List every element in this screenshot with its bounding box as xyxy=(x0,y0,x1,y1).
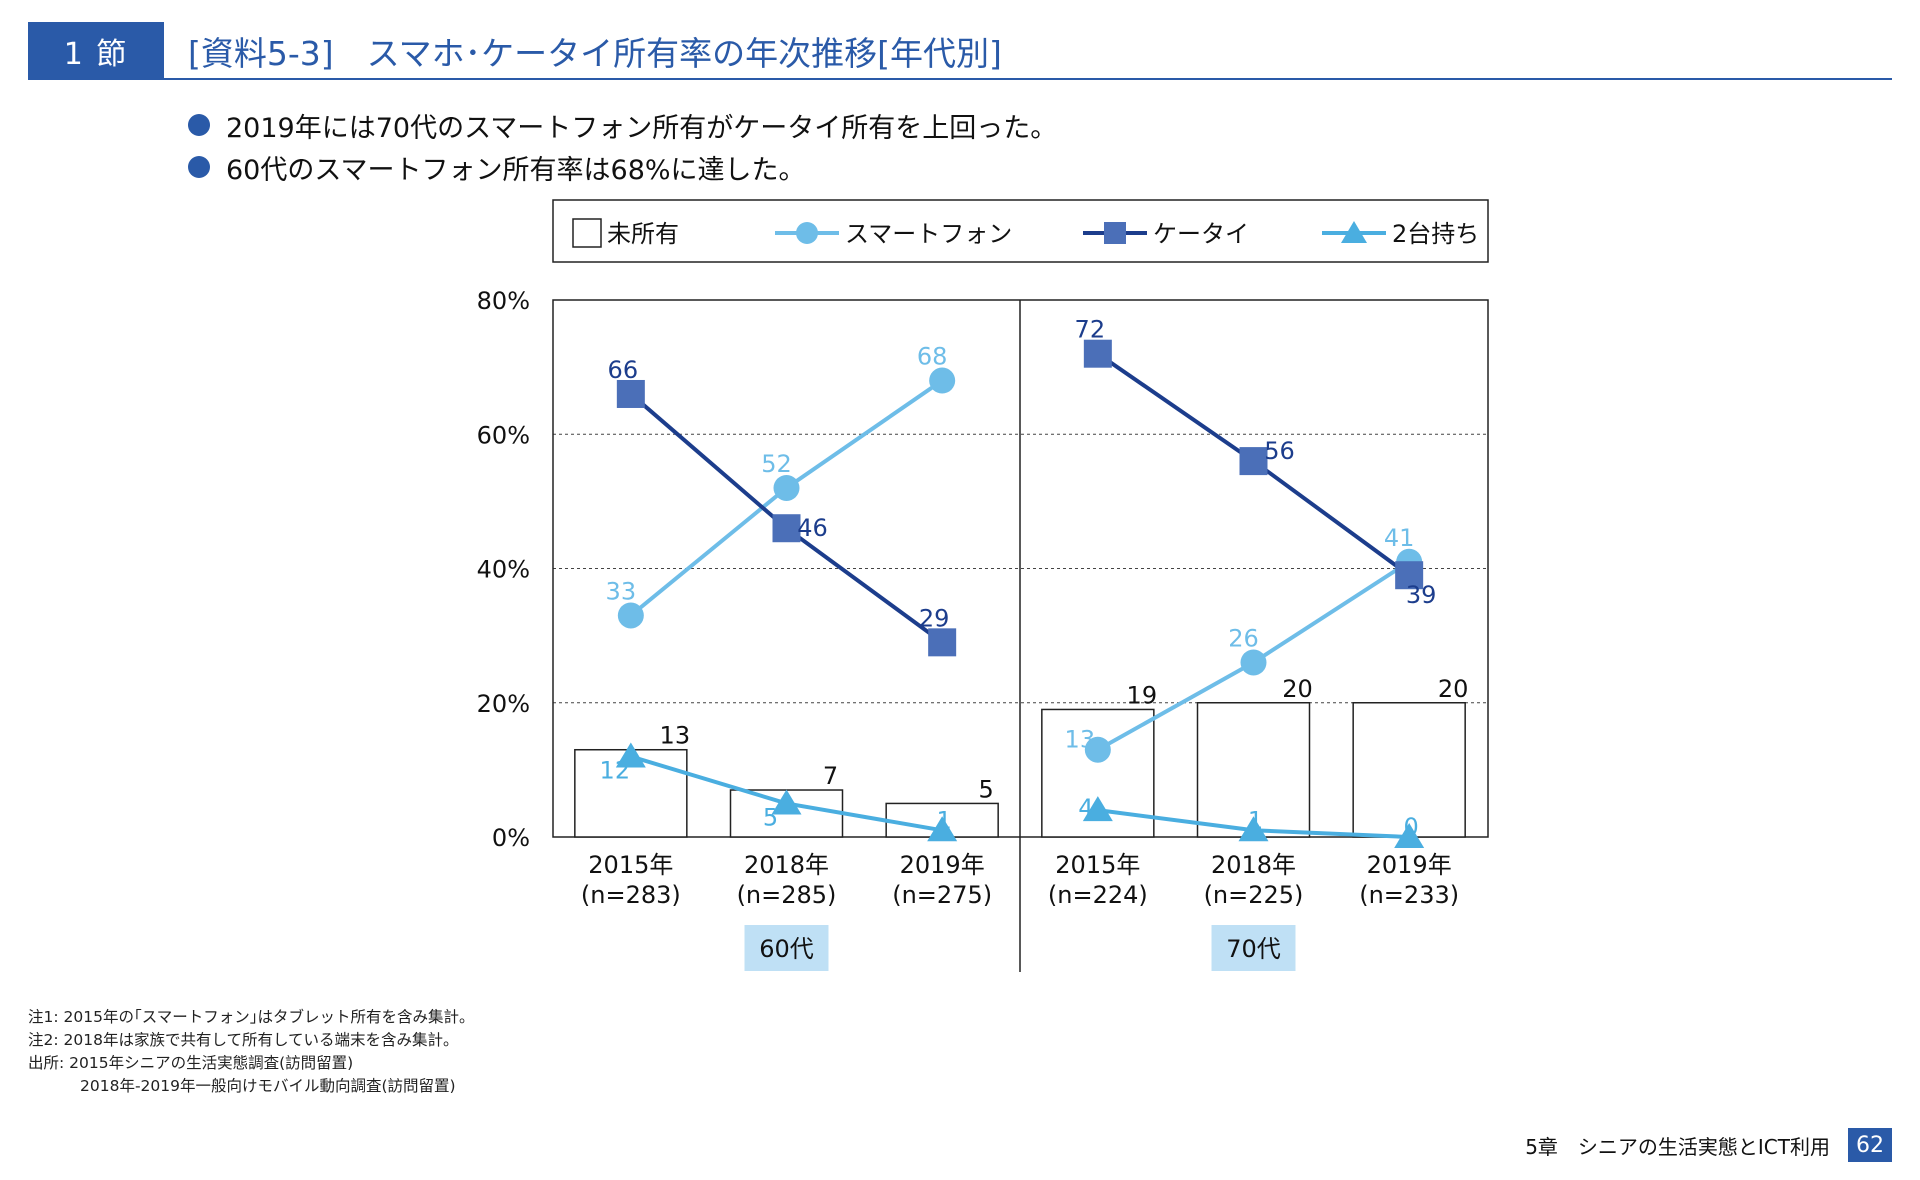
point-value-label: 12 xyxy=(600,756,631,784)
point-value-label: 1 xyxy=(1248,806,1263,834)
bar-value-label: 19 xyxy=(1127,681,1158,709)
legend-swatch-no-device xyxy=(572,218,602,248)
two-devices-point xyxy=(1082,796,1113,822)
bullet-item: 2019年には70代のスマートフォン所有がケータイ所有を上回った。 xyxy=(188,104,1057,146)
smartphone-point xyxy=(617,602,644,629)
note-2: 注2: 2018年は家族で共有して所有している端末を含み集計。 xyxy=(28,1031,459,1049)
x-tick-label-sample: (n=225) xyxy=(1204,881,1304,909)
y-tick-label: 40% xyxy=(477,556,530,584)
keitai-point xyxy=(1395,561,1424,590)
two-devices-point xyxy=(927,816,958,842)
point-value-label: 4 xyxy=(1078,794,1093,822)
smartphone-point xyxy=(773,474,800,501)
point-value-label: 33 xyxy=(606,577,637,605)
point-value-label: 0 xyxy=(1404,813,1419,841)
legend-label: ケータイ xyxy=(1153,220,1249,248)
point-value-label: 5 xyxy=(763,803,778,831)
two-devices-point xyxy=(1238,816,1269,842)
summary-bullets: 2019年には70代のスマートフォン所有がケータイ所有を上回った。 60代のスマ… xyxy=(188,104,1057,188)
bar-value-label: 7 xyxy=(823,762,838,790)
keitai-point xyxy=(928,628,957,657)
x-tick-label-sample: (n=283) xyxy=(581,881,681,909)
source-note: 出所: 2015年シニアの生活実態調査(訪問留置) xyxy=(28,1054,354,1072)
bullet-dot-icon xyxy=(188,114,210,136)
legend-label: 2台持ち xyxy=(1392,220,1479,248)
chapter-label: 5章 シニアの生活実態とICT利用 xyxy=(1525,1134,1830,1159)
bar-value-label: 13 xyxy=(660,722,691,750)
page-footer: 5章 シニアの生活実態とICT利用 62 xyxy=(1525,1128,1892,1162)
bar-value-label: 5 xyxy=(979,775,994,803)
point-value-label: 39 xyxy=(1406,581,1437,609)
bullet-item: 60代のスマートフォン所有率は68%に達した。 xyxy=(188,146,1057,188)
point-value-label: 66 xyxy=(608,356,639,384)
point-value-label: 13 xyxy=(1065,726,1096,754)
x-tick-label-year: 2019年 xyxy=(1367,851,1452,879)
x-tick-label-sample: (n=233) xyxy=(1359,881,1459,909)
source-note-continued: 2018年-2019年一般向けモバイル動向調査(訪問留置) xyxy=(80,1077,456,1095)
bullet-text: 2019年には70代のスマートフォン所有がケータイ所有を上回った。 xyxy=(226,112,1058,144)
y-tick-label: 0% xyxy=(492,824,530,852)
page-title: [資料5-3] スマホ･ケータイ所有率の年次推移[年代別] xyxy=(188,34,1002,73)
legend-triangle-marker xyxy=(1341,221,1367,243)
keitai-point xyxy=(1083,339,1112,368)
group-label-60s: 60代 xyxy=(759,935,814,963)
point-value-label: 52 xyxy=(761,450,792,478)
keitai-point xyxy=(1239,447,1268,476)
group-label-bg-70s xyxy=(1211,925,1296,971)
keitai-point xyxy=(772,514,801,543)
x-tick-label-year: 2019年 xyxy=(900,851,985,879)
bar-value-label: 20 xyxy=(1438,675,1469,703)
x-tick-label-year: 2015年 xyxy=(588,851,673,879)
note-1: 注1: 2015年の｢スマートフォン｣はタブレット所有を含み集計。 xyxy=(28,1008,475,1026)
bar-no-device-70s xyxy=(1352,702,1466,838)
x-tick-label-year: 2018年 xyxy=(1211,851,1296,879)
page-number: 62 xyxy=(1848,1128,1892,1162)
bullet-dot-icon xyxy=(188,156,210,178)
x-tick-label-sample: (n=285) xyxy=(737,881,837,909)
y-tick-label: 80% xyxy=(477,287,530,315)
two-devices-point xyxy=(771,789,802,815)
group-label-70s: 70代 xyxy=(1226,935,1281,963)
two-devices-point xyxy=(615,742,646,768)
point-value-label: 56 xyxy=(1264,437,1295,465)
y-tick-label: 20% xyxy=(477,690,530,718)
point-value-label: 26 xyxy=(1228,624,1259,652)
two-devices-point xyxy=(1394,823,1425,848)
chart-notes: 注1: 2015年の｢スマートフォン｣はタブレット所有を含み集計。 注2: 20… xyxy=(28,1006,475,1098)
smartphone-point xyxy=(929,367,956,394)
keitai-point xyxy=(616,379,645,408)
point-value-label: 1 xyxy=(937,806,952,834)
legend-label: 未所有 xyxy=(607,220,679,248)
smartphone-point xyxy=(1240,649,1267,676)
x-tick-label-year: 2018年 xyxy=(744,851,829,879)
header-divider xyxy=(28,78,1892,80)
x-tick-label-year: 2015年 xyxy=(1055,851,1140,879)
x-tick-label-sample: (n=275) xyxy=(892,881,992,909)
point-value-label: 72 xyxy=(1075,316,1106,344)
point-value-label: 29 xyxy=(919,604,950,632)
point-value-label: 41 xyxy=(1384,524,1415,552)
point-value-label: 46 xyxy=(797,514,828,542)
smartphone-point xyxy=(1084,736,1111,763)
legend-square-marker xyxy=(1104,222,1126,244)
point-value-label: 68 xyxy=(917,343,948,371)
y-tick-label: 60% xyxy=(477,421,530,449)
group-label-bg-60s xyxy=(744,925,829,971)
bar-value-label: 20 xyxy=(1282,675,1313,703)
bullet-text: 60代のスマートフォン所有率は68%に達した。 xyxy=(226,154,806,186)
legend-circle-marker xyxy=(796,222,818,244)
bar-no-device-70s xyxy=(1196,702,1311,838)
x-tick-label-sample: (n=224) xyxy=(1048,881,1148,909)
section-label: 1 節 xyxy=(28,22,164,80)
legend-label: スマートフォン xyxy=(845,220,1012,248)
